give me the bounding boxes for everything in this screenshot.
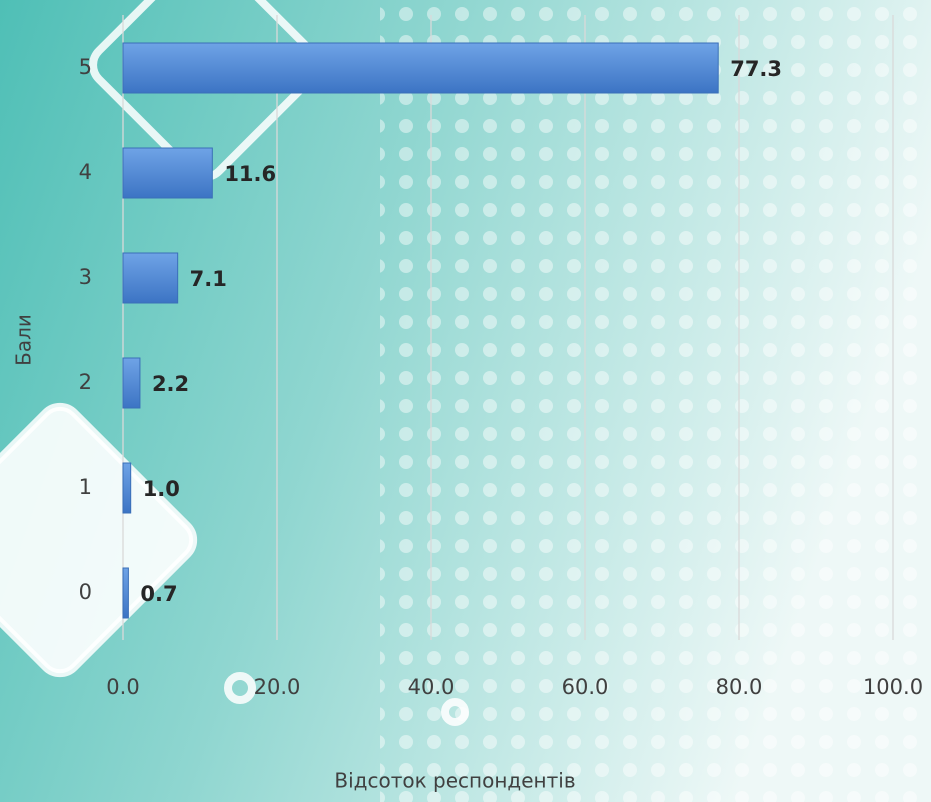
chart: Відсоток респондентів Бали 0.0 20.0 40.0 60… [0, 0, 931, 802]
x-tick-label: 0.0 [106, 675, 139, 699]
bar [123, 253, 178, 303]
data-label: 1.0 [143, 477, 180, 501]
bar [123, 43, 718, 93]
x-tick-label: 100.0 [863, 675, 923, 699]
x-tick-label: 20.0 [254, 675, 301, 699]
x-tick-label: 40.0 [408, 675, 455, 699]
data-label: 2.2 [152, 372, 189, 396]
background-dots [380, 0, 931, 802]
bar [123, 148, 212, 198]
bar [123, 463, 131, 513]
data-label: 11.6 [224, 162, 276, 186]
y-tick-label: 3 [79, 265, 92, 289]
y-tick-label: 5 [79, 55, 92, 79]
x-tick-label: 60.0 [562, 675, 609, 699]
y-tick-label: 2 [79, 370, 92, 394]
data-label: 0.7 [140, 582, 177, 606]
x-axis-label: Відсоток респондентів [334, 769, 575, 793]
bar [123, 568, 128, 618]
y-tick-label: 1 [79, 475, 92, 499]
y-axis-label: Бали [12, 314, 36, 366]
data-label: 7.1 [190, 267, 227, 291]
y-tick-label: 4 [79, 160, 92, 184]
bar [123, 358, 140, 408]
y-tick-label: 0 [79, 580, 92, 604]
data-label: 77.3 [730, 57, 782, 81]
x-tick-label: 80.0 [716, 675, 763, 699]
